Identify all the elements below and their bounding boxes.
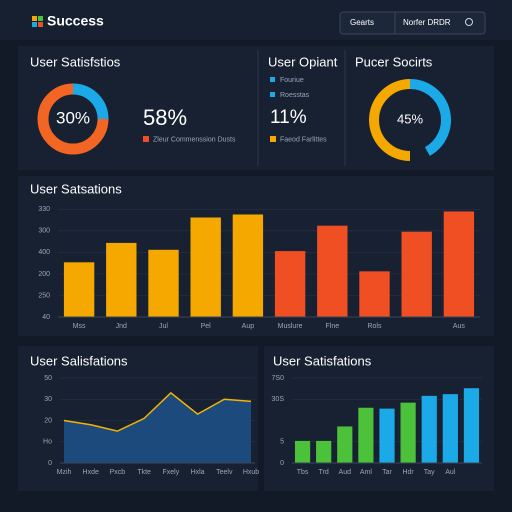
line xyxy=(63,391,252,432)
x-tick-label: Hxde xyxy=(83,469,99,476)
y-tick-label: 200 xyxy=(38,271,50,278)
stat: 11% xyxy=(270,107,307,128)
x-tick-label: Tkte xyxy=(137,469,151,476)
legend-label: Zleur Commenssion Dusts xyxy=(153,136,236,143)
x-tick-label: Mzih xyxy=(57,469,72,476)
y-tick-label: 20 xyxy=(44,417,52,424)
bar xyxy=(400,402,416,463)
bar xyxy=(443,211,475,317)
logo xyxy=(38,16,43,21)
bar xyxy=(63,262,95,317)
donut-segment xyxy=(409,79,451,156)
x-tick-label: Aup xyxy=(242,323,255,330)
logo xyxy=(38,22,43,27)
button[interactable]: Norfer DRDR xyxy=(403,18,451,27)
stat: 58% xyxy=(143,105,187,130)
x-tick-label: Tar xyxy=(382,469,392,476)
panel-title: User Opiant xyxy=(268,54,338,69)
legend-swatch xyxy=(270,77,275,82)
x-tick-label: Aus xyxy=(453,323,466,330)
bar xyxy=(294,440,311,463)
bar xyxy=(190,217,221,317)
bar xyxy=(379,408,395,463)
x-tick-label: Pel xyxy=(201,323,212,330)
bar xyxy=(442,394,458,463)
legend-swatch xyxy=(143,136,149,142)
chart-title: User Satsations xyxy=(30,181,122,196)
y-tick-label: 330 xyxy=(38,206,50,213)
x-tick-label: Hxub xyxy=(243,469,259,476)
legend-swatch xyxy=(270,136,276,142)
donut-segment xyxy=(37,83,109,155)
legend-swatch xyxy=(270,92,275,97)
y-tick-label: 0 xyxy=(280,460,284,467)
app-title: Success xyxy=(47,13,104,29)
bar xyxy=(401,231,432,317)
bar xyxy=(317,225,348,317)
search-icon[interactable] xyxy=(465,18,473,26)
bar xyxy=(463,388,480,463)
bar xyxy=(148,249,179,317)
donut-segment xyxy=(72,83,109,120)
donut-label: 30% xyxy=(56,108,90,127)
y-tick-label: 250 xyxy=(38,292,50,299)
chart-title: User Salisfations xyxy=(30,353,128,368)
y-tick-label: 30S xyxy=(272,396,285,403)
legend-label: Fouriue xyxy=(280,77,304,84)
x-tick-label: Flne xyxy=(325,323,339,330)
donut-segment xyxy=(369,79,411,161)
y-tick-label: 400 xyxy=(38,249,50,256)
y-tick-label: 7S0 xyxy=(272,375,285,382)
x-tick-label: Hxla xyxy=(191,469,205,476)
legend-label: Roesstas xyxy=(280,92,310,99)
x-tick-label: Fxely xyxy=(162,469,179,476)
x-tick-label: Aul xyxy=(445,469,456,476)
y-tick-label: 50 xyxy=(44,375,52,382)
x-tick-label: Teelv xyxy=(216,469,233,476)
chart-title: User Satisfations xyxy=(273,353,372,368)
x-tick-label: Jnd xyxy=(116,323,127,330)
bar xyxy=(337,426,353,463)
bar xyxy=(358,407,374,463)
x-tick-label: Pxcb xyxy=(110,469,126,476)
toolbar xyxy=(339,11,486,35)
y-tick-label: 40 xyxy=(42,314,50,321)
y-tick-label: 5 xyxy=(280,439,284,446)
x-tick-label: Trd xyxy=(319,469,329,476)
x-tick-label: Tay xyxy=(424,469,435,476)
button[interactable]: Gearts xyxy=(350,18,374,27)
x-tick-label: Jul xyxy=(159,323,168,330)
x-tick-label: Muslure xyxy=(278,323,303,330)
logo xyxy=(32,22,37,27)
x-tick-label: Mss xyxy=(73,323,86,330)
bar xyxy=(316,440,332,463)
panel-title: Pucer Socirts xyxy=(355,54,433,69)
x-tick-label: Hdr xyxy=(402,469,414,476)
logo xyxy=(32,16,37,21)
x-tick-label: Aml xyxy=(360,469,373,476)
x-tick-label: Rols xyxy=(367,323,382,330)
bar xyxy=(359,271,390,317)
bar xyxy=(421,395,437,463)
bar xyxy=(106,242,137,317)
y-tick-label: Ho xyxy=(43,439,52,446)
panel-title: User Satisfstios xyxy=(30,54,121,69)
y-tick-label: 300 xyxy=(38,228,50,235)
x-tick-label: Tbs xyxy=(297,469,309,476)
donut-label: 45% xyxy=(397,111,423,126)
y-tick-label: 0 xyxy=(48,460,52,467)
legend-label: Faeod Farlittes xyxy=(280,136,327,143)
y-tick-label: 30 xyxy=(44,396,52,403)
bar xyxy=(274,251,306,317)
bar xyxy=(232,214,264,317)
x-tick-label: Aud xyxy=(339,469,352,476)
